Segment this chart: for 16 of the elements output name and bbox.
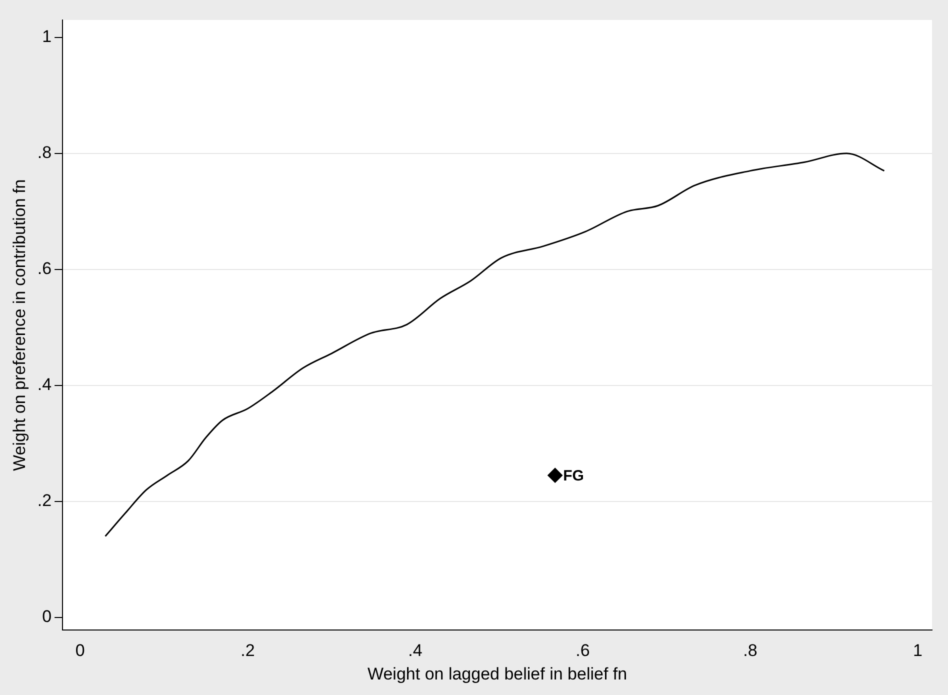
x-tick-label: .8: [743, 641, 758, 660]
x-tick-label: .6: [576, 641, 590, 660]
series-label: FG: [563, 467, 584, 484]
y-axis-title: Weight on preference in contribution fn: [10, 179, 29, 471]
x-axis-title: Weight on lagged belief in belief fn: [367, 664, 628, 684]
y-tick-label: 1: [42, 27, 52, 46]
y-tick-label: 0: [42, 607, 52, 626]
x-tick-label: .2: [240, 641, 255, 660]
y-tick-label: .2: [37, 491, 52, 510]
x-tick-label: 1: [913, 641, 922, 660]
line-series: [104, 152, 886, 537]
y-tick-label: .8: [37, 143, 52, 162]
x-tick-label: 0: [75, 641, 85, 660]
y-tick-label: .6: [37, 259, 52, 278]
x-tick-label: .4: [408, 641, 422, 660]
y-tick-label: .4: [37, 375, 52, 394]
